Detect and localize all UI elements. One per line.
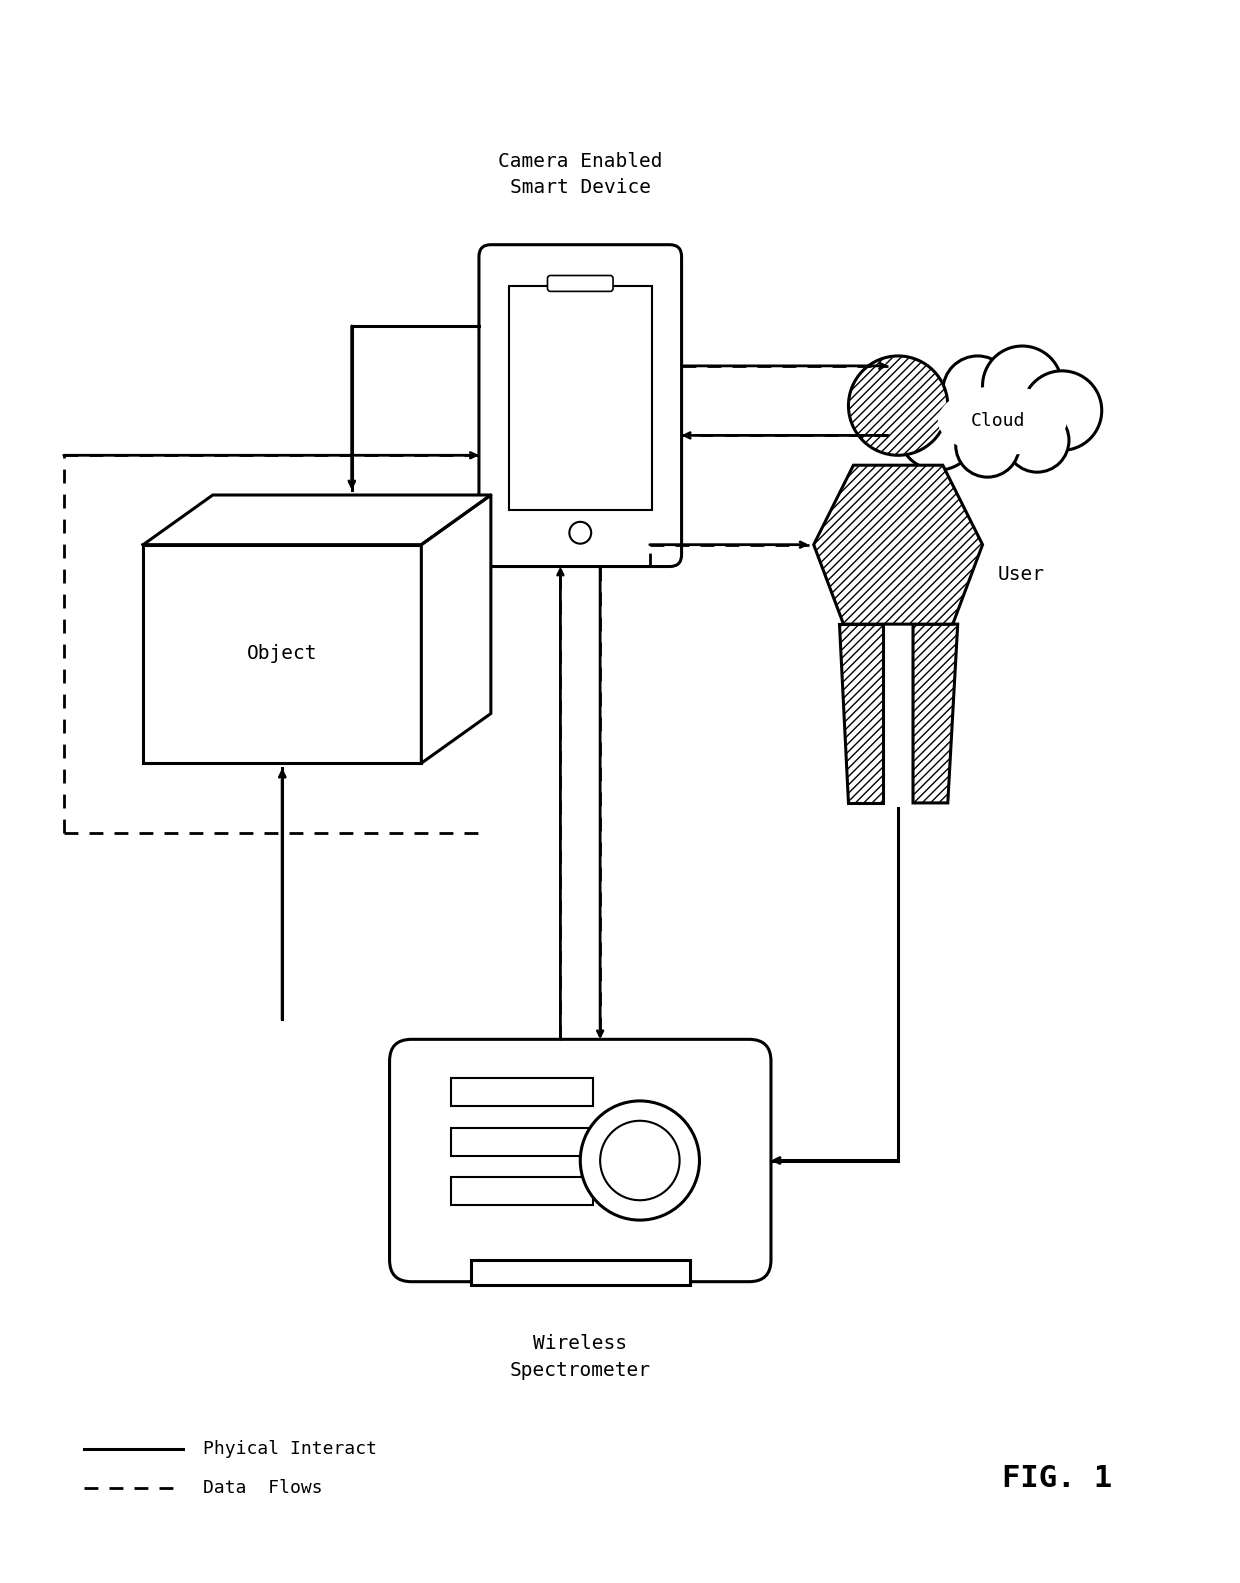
FancyBboxPatch shape (479, 245, 682, 567)
Circle shape (569, 522, 591, 543)
Circle shape (1022, 370, 1102, 450)
FancyBboxPatch shape (548, 275, 613, 291)
Polygon shape (144, 495, 491, 545)
Text: Cloud: Cloud (970, 412, 1024, 429)
Polygon shape (913, 624, 957, 803)
Circle shape (942, 356, 1012, 426)
Polygon shape (838, 624, 883, 803)
Bar (451, 1127, 593, 1156)
Circle shape (1006, 408, 1069, 472)
Text: Phyical Interact: Phyical Interact (203, 1439, 377, 1458)
Circle shape (848, 356, 947, 456)
Bar (451, 1078, 593, 1107)
Polygon shape (813, 465, 982, 624)
Text: Object: Object (247, 644, 317, 663)
Bar (470, 1260, 689, 1285)
Bar (451, 1178, 593, 1205)
Text: User: User (997, 565, 1044, 584)
Circle shape (580, 1100, 699, 1220)
Text: Wireless
Spectrometer: Wireless Spectrometer (510, 1334, 651, 1380)
Circle shape (982, 347, 1061, 426)
Text: Camera Enabled
Smart Device: Camera Enabled Smart Device (498, 152, 662, 196)
Bar (144, 545, 422, 763)
Circle shape (600, 1121, 680, 1200)
Circle shape (956, 413, 1019, 476)
Circle shape (898, 391, 977, 470)
Polygon shape (422, 495, 491, 763)
Ellipse shape (937, 386, 1066, 456)
Text: Data  Flows: Data Flows (203, 1479, 322, 1498)
FancyBboxPatch shape (389, 1040, 771, 1282)
Text: FIG. 1: FIG. 1 (1002, 1464, 1112, 1493)
Bar (508, 287, 652, 510)
